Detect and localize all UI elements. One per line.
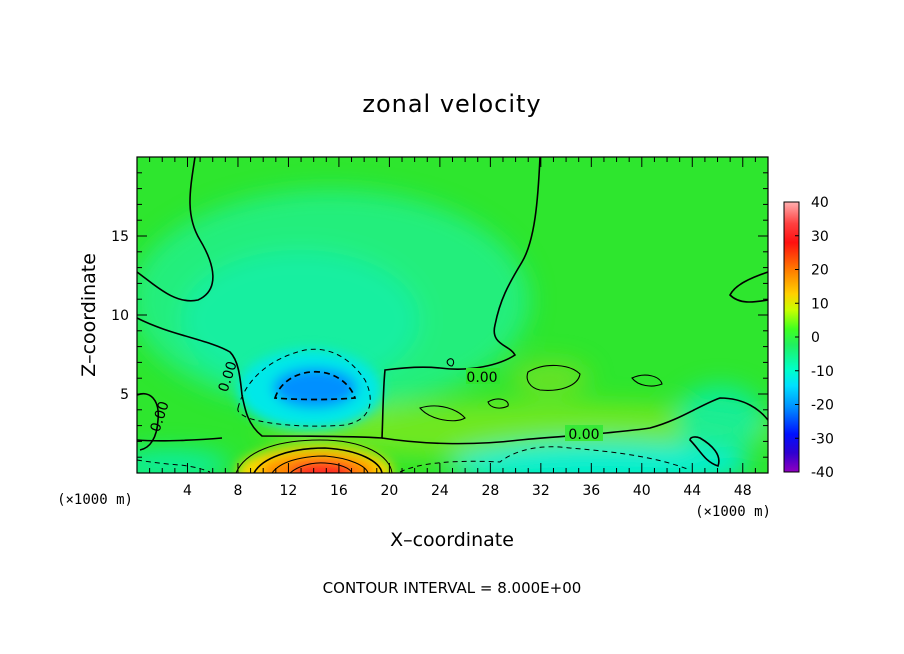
zero-contour-west-upper: [137, 157, 214, 302]
contour-label-0-lower: 0.00: [568, 427, 599, 443]
x-unit-left: (×1000 m): [57, 492, 133, 508]
y-tick-label: 5: [120, 387, 129, 403]
colorbar-tick-label: -20: [811, 398, 834, 414]
neg-contour-inner: [273, 371, 357, 401]
x-tick-label: 24: [431, 483, 449, 499]
x-unit-right: (×1000 m): [695, 504, 771, 520]
colorbar-tick-label: -40: [811, 465, 834, 481]
neg-contour-outer: [237, 348, 371, 427]
x-tick-label: 4: [183, 483, 192, 499]
small-loop-d: [446, 358, 455, 367]
x-tick-label: 48: [734, 483, 752, 499]
colorbar-tick-label: 20: [811, 263, 829, 279]
x-tick-label: 44: [683, 483, 701, 499]
chart-title: zonal velocity: [362, 90, 541, 118]
x-tick-label: 8: [233, 483, 242, 499]
x-tick-label: 12: [280, 483, 298, 499]
colorbar-tick-label: 0: [811, 330, 820, 346]
neg-contour-east-surface: [399, 446, 691, 473]
x-tick-label: 28: [481, 483, 499, 499]
pos-contour-jet-4: [289, 462, 353, 473]
contour-interval-note: CONTOUR INTERVAL = 8.000E+00: [323, 579, 582, 597]
colorbar-tick-label: -30: [811, 431, 834, 447]
positive-patch-contour: [526, 364, 581, 391]
y-tick-label: 15: [111, 229, 129, 245]
pos-contour-jet-2: [253, 447, 383, 473]
easterly-min-core: [273, 368, 357, 408]
neg-contour-west-surface: [137, 459, 211, 473]
pos-contour-jet-3: [271, 455, 369, 473]
y-axis: 5 10 15: [111, 156, 768, 474]
x-tick-label: 20: [380, 483, 398, 499]
y-tick-label: 10: [111, 308, 129, 324]
x-tick-label: 32: [532, 483, 550, 499]
west-surface-easterly: [137, 450, 230, 473]
colorbar-tick-label: 30: [811, 229, 829, 245]
colorbar-ticks: 40 30 20 10 0 -10 -20 -30 -40: [795, 195, 834, 481]
x-axis-title: X–coordinate: [390, 529, 514, 551]
x-tick-label: 40: [633, 483, 651, 499]
pos-contour-jet-1: [235, 439, 393, 473]
small-loop-a: [419, 405, 466, 422]
zero-contour-west-loop: [137, 393, 160, 451]
x-tick-label: 16: [330, 483, 348, 499]
contour-lines: [137, 157, 768, 473]
x-axis: 4 8 12 16 20 24 28 32 36 40 44 48: [136, 157, 769, 499]
y-axis-title: Z–coordinate: [78, 253, 100, 377]
small-loop-b: [487, 398, 509, 409]
small-loop-c: [631, 374, 663, 387]
colorbar-tick-label: -10: [811, 364, 834, 380]
upper-easterly-core: [180, 250, 420, 390]
colorbar-tick-label: 40: [811, 195, 829, 211]
zero-contour-lower-band: [137, 397, 768, 445]
zero-contour-east-loop: [689, 436, 720, 467]
contour-label-0-center: 0.00: [466, 370, 497, 386]
mid-level-green-patch: [510, 360, 590, 396]
x-tick-label: 36: [582, 483, 600, 499]
east-mid-easterly: [675, 385, 765, 455]
zero-contour-center-upper: [137, 157, 541, 439]
colorbar-tick-label: 10: [811, 296, 829, 312]
zero-contour-east-upper: [729, 271, 768, 303]
heatmap-field: 0.00 0.00 0.00 0.00: [137, 157, 768, 473]
